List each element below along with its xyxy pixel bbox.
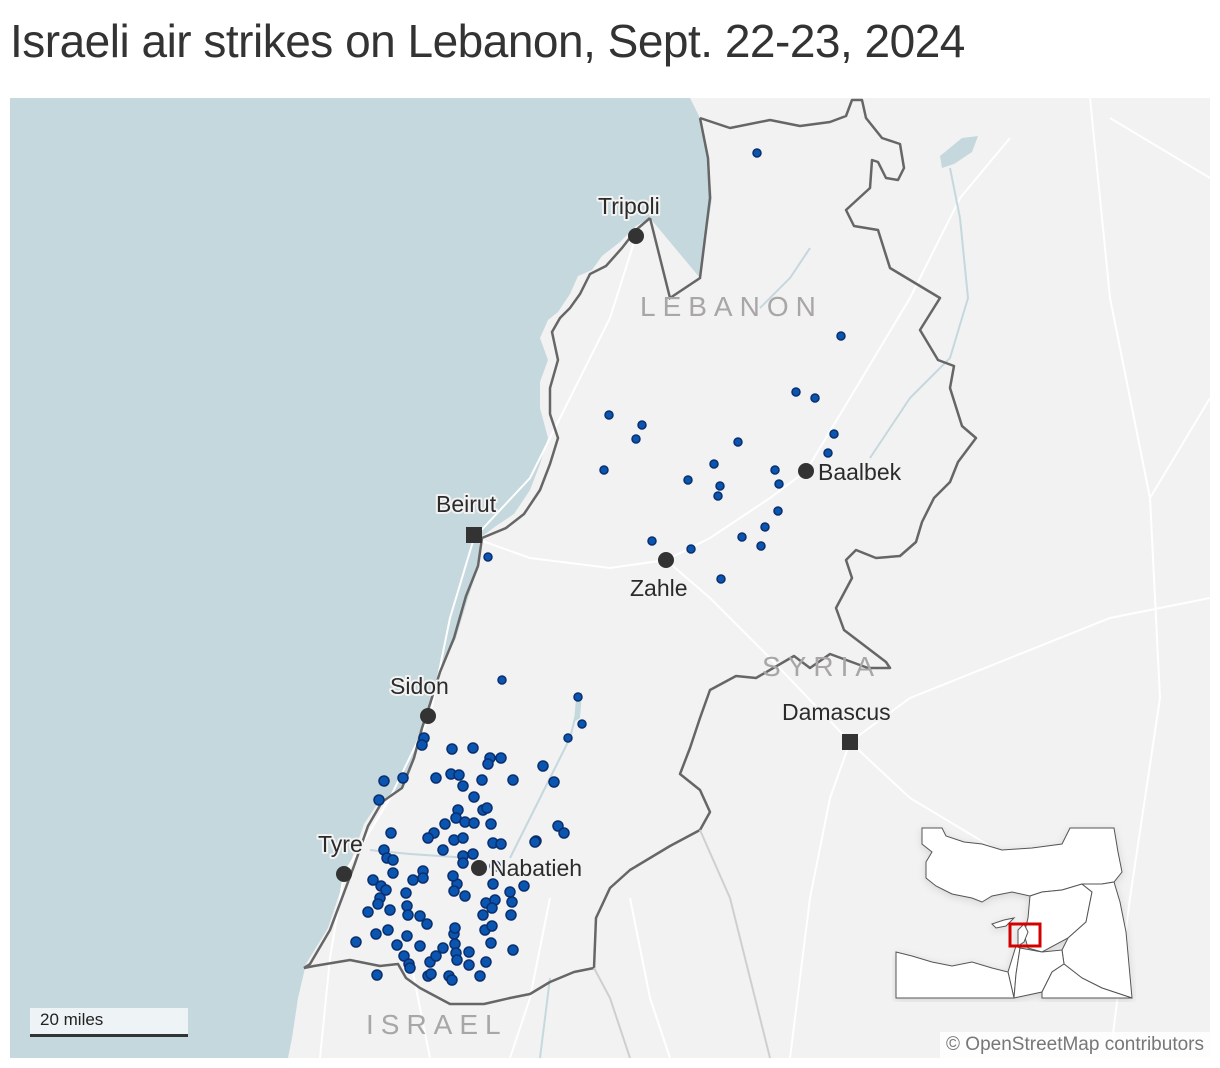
scale-bar: 20 miles xyxy=(30,1008,188,1037)
city-label-nabatieh: Nabatieh xyxy=(490,855,582,881)
city-label-baalbek: Baalbek xyxy=(818,459,902,485)
city-dot-zahle xyxy=(658,552,674,568)
scale-bar-label: 20 miles xyxy=(40,1010,104,1029)
city-dot-sidon xyxy=(420,708,436,724)
city-label-tyre: Tyre xyxy=(318,831,363,857)
city-label-zahle: Zahle xyxy=(630,575,688,601)
map-title: Israeli air strikes on Lebanon, Sept. 22… xyxy=(10,15,965,67)
country-labels: LEBANON SYRIA ISRAEL xyxy=(366,291,881,1040)
country-label-israel: ISRAEL xyxy=(366,1009,508,1040)
city-labels: Tripoli Beirut Baalbek Zahle Sidon Damas… xyxy=(316,191,904,883)
map-canvas[interactable]: LEBANON SYRIA ISRAEL xyxy=(10,98,1210,1058)
inset-highlight-box xyxy=(1008,922,1042,948)
map-attribution[interactable]: © OpenStreetMap contributors xyxy=(940,1032,1210,1058)
city-label-beirut: Beirut xyxy=(436,491,497,517)
city-dot-tripoli xyxy=(628,228,644,244)
other-borders xyxy=(593,829,771,1058)
capital-marker-beirut xyxy=(466,527,482,543)
city-label-sidon: Sidon xyxy=(390,673,449,699)
mediterranean-sea xyxy=(10,98,712,1058)
lebanon-border xyxy=(303,98,978,1006)
city-markers xyxy=(336,228,858,882)
country-label-syria: SYRIA xyxy=(762,651,881,682)
inset-countries xyxy=(895,827,1133,999)
city-label-tripoli: Tripoli xyxy=(598,193,660,219)
city-dot-nabatieh xyxy=(471,860,487,876)
city-dot-baalbek xyxy=(798,463,814,479)
city-dot-tyre xyxy=(336,866,352,882)
strike-markers xyxy=(350,148,846,986)
lake xyxy=(940,136,978,168)
city-label-damascus: Damascus xyxy=(782,699,891,725)
capital-marker-damascus xyxy=(842,734,858,750)
coastline xyxy=(303,117,712,970)
country-label-lebanon: LEBANON xyxy=(640,291,823,322)
locator-inset-map xyxy=(892,822,1136,1002)
roads xyxy=(319,98,1210,1058)
